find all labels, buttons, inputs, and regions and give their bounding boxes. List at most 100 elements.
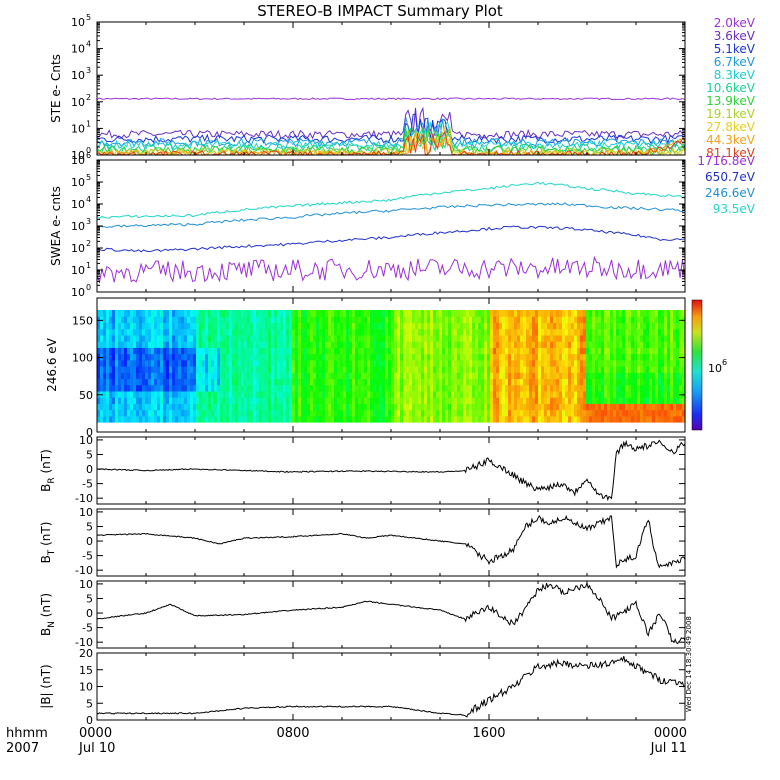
heatmap-cell	[385, 403, 389, 411]
heatmap-cell	[346, 384, 350, 392]
heatmap-cell	[547, 390, 551, 398]
heatmap-cell	[286, 397, 290, 404]
heatmap-cell	[490, 372, 494, 380]
heatmap-cell	[679, 334, 683, 342]
heatmap-cell	[187, 353, 191, 361]
heatmap-cell	[274, 378, 278, 386]
heatmap-cell	[589, 366, 593, 373]
heatmap-cell	[448, 334, 452, 342]
heatmap-cell	[430, 378, 434, 386]
heatmap-cell	[634, 334, 638, 342]
heatmap-cell	[673, 397, 677, 404]
heatmap-cell	[589, 359, 593, 367]
heatmap-cell	[550, 322, 554, 330]
heatmap-cell	[172, 316, 176, 324]
heatmap-cell	[154, 316, 158, 324]
heatmap-cell	[637, 403, 641, 411]
y-axis-label-ste: STE e- Cnts	[49, 54, 63, 123]
heatmap-cell	[661, 334, 665, 342]
heatmap-cell	[124, 322, 128, 330]
heatmap-cell	[667, 390, 671, 398]
heatmap-cell	[571, 341, 575, 348]
heatmap-cell	[385, 334, 389, 342]
heatmap-cell	[607, 384, 611, 392]
heatmap-cell	[136, 334, 140, 342]
heatmap-cell	[523, 390, 527, 398]
heatmap-cell	[463, 390, 467, 398]
heatmap-cell	[244, 328, 248, 336]
heatmap-cell	[583, 328, 587, 336]
heatmap-cell	[490, 359, 494, 367]
heatmap-cell	[442, 341, 446, 348]
heatmap-cell	[586, 403, 590, 411]
heatmap-cell	[391, 310, 395, 317]
heatmap-cell	[595, 415, 599, 423]
heatmap-cell	[178, 409, 182, 417]
heatmap-cell	[139, 366, 143, 373]
heatmap-cell	[628, 334, 632, 342]
heatmap-cell	[97, 310, 101, 317]
heatmap-cell	[496, 384, 500, 392]
heatmap-cell	[157, 347, 161, 355]
heatmap-cell	[613, 378, 617, 386]
heatmap-cell	[145, 316, 149, 324]
heatmap-cell	[271, 347, 275, 355]
heatmap-cell	[655, 328, 659, 336]
heatmap-cell	[364, 384, 368, 392]
series-line-246.6eV	[96, 202, 686, 229]
heatmap-cell	[235, 316, 239, 324]
heatmap-cell	[376, 378, 380, 386]
heatmap-cell	[448, 347, 452, 355]
heatmap-cell	[223, 415, 227, 423]
heatmap-cell	[502, 372, 506, 380]
heatmap-cell	[649, 366, 653, 373]
heatmap-cell	[247, 372, 251, 380]
heatmap-cell	[682, 384, 686, 392]
heatmap-cell	[247, 347, 251, 355]
heatmap-cell	[325, 390, 329, 398]
heatmap-cell	[670, 378, 674, 386]
heatmap-cell	[673, 366, 677, 373]
heatmap-cell	[406, 390, 410, 398]
heatmap-cell	[376, 347, 380, 355]
y-tick-label: 10	[79, 434, 93, 447]
heatmap-cell	[130, 415, 134, 423]
heatmap-cell	[319, 353, 323, 361]
heatmap-cell	[307, 397, 311, 404]
heatmap-cell	[238, 316, 242, 324]
heatmap-cell	[415, 328, 419, 336]
heatmap-cell	[643, 366, 647, 373]
heatmap-cell	[256, 409, 260, 417]
heatmap-cell	[136, 359, 140, 367]
heatmap-cell	[175, 409, 179, 417]
heatmap-cell	[394, 378, 398, 386]
heatmap-cell	[598, 366, 602, 373]
heatmap-cell	[304, 359, 308, 367]
heatmap-cell	[232, 316, 236, 324]
heatmap-cell	[454, 390, 458, 398]
heatmap-cell	[415, 403, 419, 411]
heatmap-cell	[556, 390, 560, 398]
heatmap-cell	[487, 372, 491, 380]
heatmap-cell	[661, 316, 665, 324]
heatmap-cell	[556, 341, 560, 348]
heatmap-cell	[247, 384, 251, 392]
heatmap-cell	[106, 409, 110, 417]
heatmap-cell	[517, 397, 521, 404]
heatmap-cell	[352, 322, 356, 330]
heatmap-cell	[598, 341, 602, 348]
heatmap-cell	[541, 366, 545, 373]
heatmap-cell	[442, 384, 446, 392]
heatmap-cell	[433, 397, 437, 404]
heatmap-cell	[664, 415, 668, 423]
heatmap-cell	[208, 359, 212, 367]
heatmap-cell	[475, 409, 479, 417]
heatmap-cell	[532, 409, 536, 417]
heatmap-cell	[625, 390, 629, 398]
heatmap-cell	[139, 341, 143, 348]
heatmap-cell	[340, 347, 344, 355]
heatmap-cell	[415, 372, 419, 380]
heatmap-cell	[157, 334, 161, 342]
heatmap-cell	[565, 347, 569, 355]
heatmap-cell	[466, 310, 470, 317]
